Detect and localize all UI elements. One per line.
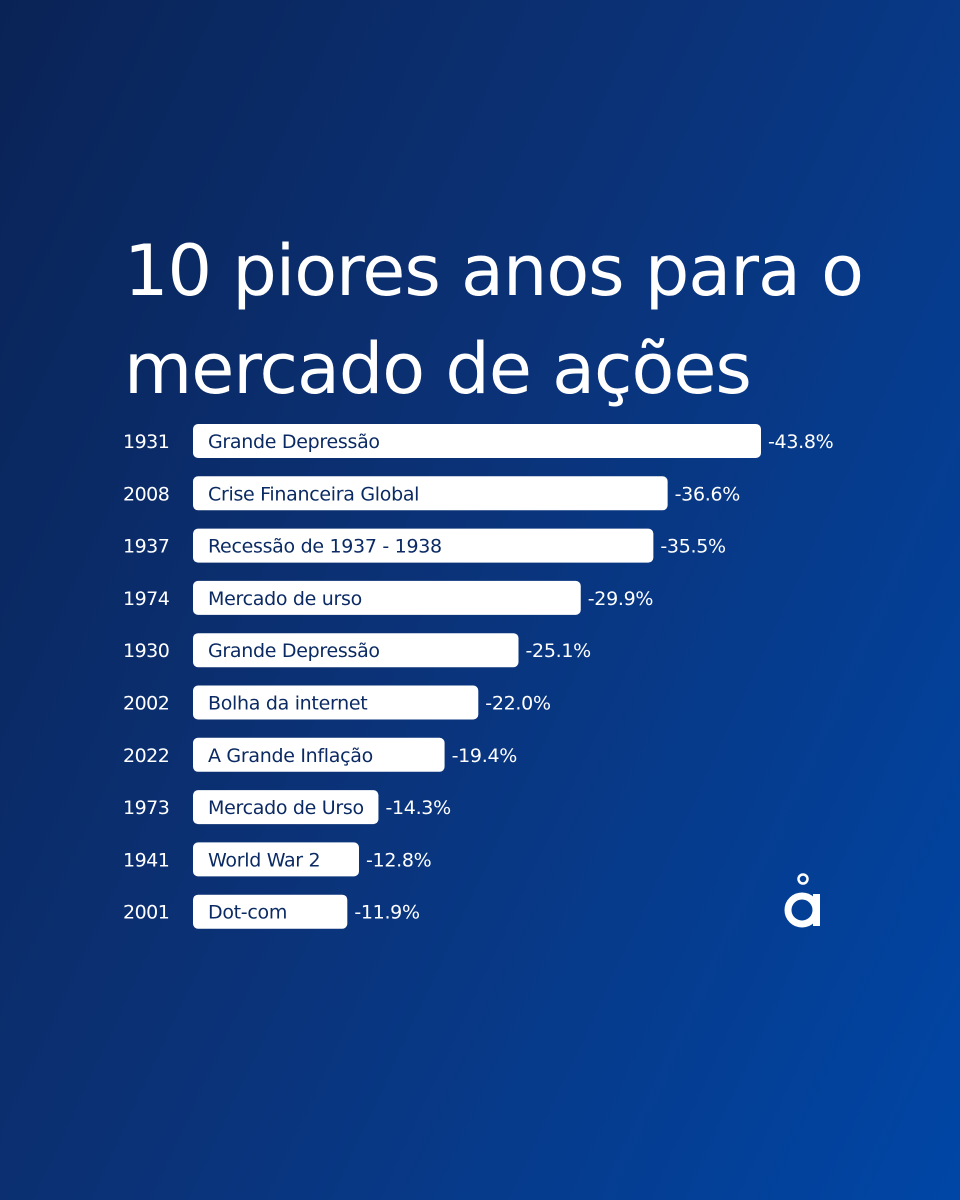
bar-label: Mercado de urso — [208, 588, 362, 610]
value-label: -14.3% — [385, 797, 450, 819]
bar-label: Grande Depressão — [208, 431, 380, 453]
year-label: 1937 — [123, 536, 169, 558]
bar-label: Grande Depressão — [208, 640, 380, 662]
value-label: -43.8% — [768, 431, 833, 453]
page-title: 10 piores anos para o mercado de ações — [124, 222, 904, 418]
bar-label: Crise Financeira Global — [208, 483, 419, 505]
year-label: 1974 — [123, 588, 170, 610]
bar — [193, 424, 761, 458]
bar — [193, 633, 519, 668]
bar-label: World War 2 — [208, 849, 320, 871]
year-label: 2002 — [123, 693, 169, 715]
bar — [193, 737, 445, 772]
a-ring-logo-icon — [784, 873, 820, 928]
bar — [193, 790, 379, 825]
bar-label: Dot-com — [208, 902, 287, 924]
value-label: -22.0% — [485, 693, 550, 715]
bar-label: Bolha da internet — [208, 693, 367, 715]
year-label: 1930 — [123, 640, 169, 662]
year-label: 1941 — [123, 849, 169, 871]
value-label: -36.6% — [675, 483, 740, 505]
year-label: 2008 — [123, 483, 169, 505]
bar-label: A Grande Inflação — [208, 745, 373, 767]
bar — [193, 894, 348, 929]
bar — [193, 476, 668, 511]
value-label: -25.1% — [525, 640, 590, 662]
value-label: -11.9% — [354, 902, 419, 924]
bar — [193, 580, 581, 615]
title-line-2: mercado de ações — [124, 328, 752, 410]
bar — [193, 842, 359, 877]
value-label: -19.4% — [452, 745, 517, 767]
year-label: 2022 — [123, 745, 169, 767]
bar — [193, 528, 654, 563]
value-label: -12.8% — [366, 849, 431, 871]
bar — [193, 685, 479, 720]
title-line-1: 10 piores anos para o — [124, 230, 864, 312]
value-label: -35.5% — [660, 536, 725, 558]
bar-label: Mercado de Urso — [208, 797, 364, 819]
year-label: 1931 — [123, 431, 169, 453]
year-label: 1973 — [123, 797, 169, 819]
bar-label: Recessão de 1937 - 1938 — [208, 536, 442, 558]
value-label: -29.9% — [588, 588, 653, 610]
year-label: 2001 — [123, 902, 169, 924]
